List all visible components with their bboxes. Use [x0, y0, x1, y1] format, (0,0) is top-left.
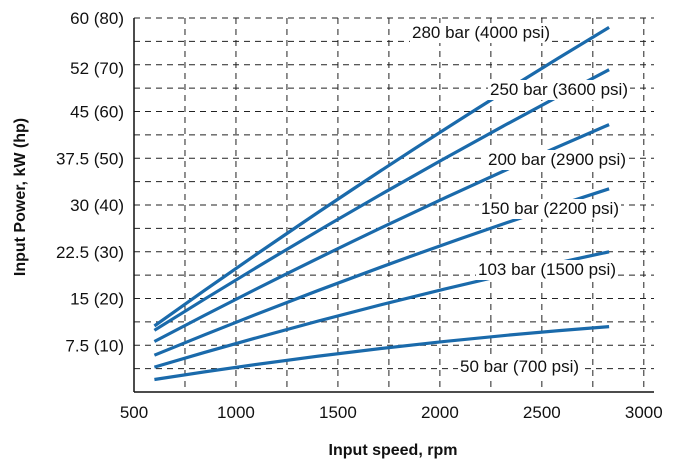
x-axis-title: Input speed, rpm [329, 442, 458, 459]
series-label-background [476, 260, 618, 280]
series-label-background [479, 199, 621, 219]
series-label: 150 bar (2200 psi) [481, 199, 619, 218]
series-labels: 280 bar (4000 psi) 250 bar (3600 psi) 200 … [410, 23, 630, 377]
series-label: 280 bar (4000 psi) [412, 23, 550, 42]
series-label-background [486, 150, 628, 170]
y-tick-label: 60 (80) [70, 9, 124, 28]
series-label: 103 bar (1500 psi) [478, 260, 616, 279]
y-tick-label: 37.5 (50) [56, 149, 124, 168]
y-axis-title: Input Power, kW (hp) [12, 118, 29, 276]
x-tick-label: 500 [120, 403, 148, 422]
axes [133, 18, 654, 393]
series-line [154, 325, 610, 382]
series-label-background [458, 357, 582, 377]
y-tick-label: 7.5 (10) [65, 336, 124, 355]
x-tick-label: 2500 [523, 403, 561, 422]
x-tick-label: 1500 [319, 403, 357, 422]
tick-labels: 500 1000 1500 2000 2500 3000 7.5 (10) 15 (20) 22… [56, 9, 663, 422]
y-tick-label: 52 (70) [70, 59, 124, 78]
series-line [153, 26, 610, 328]
series-label-background [410, 23, 552, 43]
x-tick-label: 2000 [421, 403, 459, 422]
series-line [153, 68, 610, 332]
x-tick-label: 3000 [625, 403, 663, 422]
y-tick-label: 15 (20) [70, 290, 124, 309]
series-label: 250 bar (3600 psi) [490, 80, 628, 99]
x-tick-label: 1000 [217, 403, 255, 422]
series-label-background [488, 80, 630, 100]
y-tick-label: 45 (60) [70, 103, 124, 122]
y-tick-label: 30 (40) [70, 196, 124, 215]
y-tick-label: 22.5 (30) [56, 243, 124, 262]
series-label: 200 bar (2900 psi) [488, 150, 626, 169]
series-label: 50 bar (700 psi) [460, 357, 579, 376]
